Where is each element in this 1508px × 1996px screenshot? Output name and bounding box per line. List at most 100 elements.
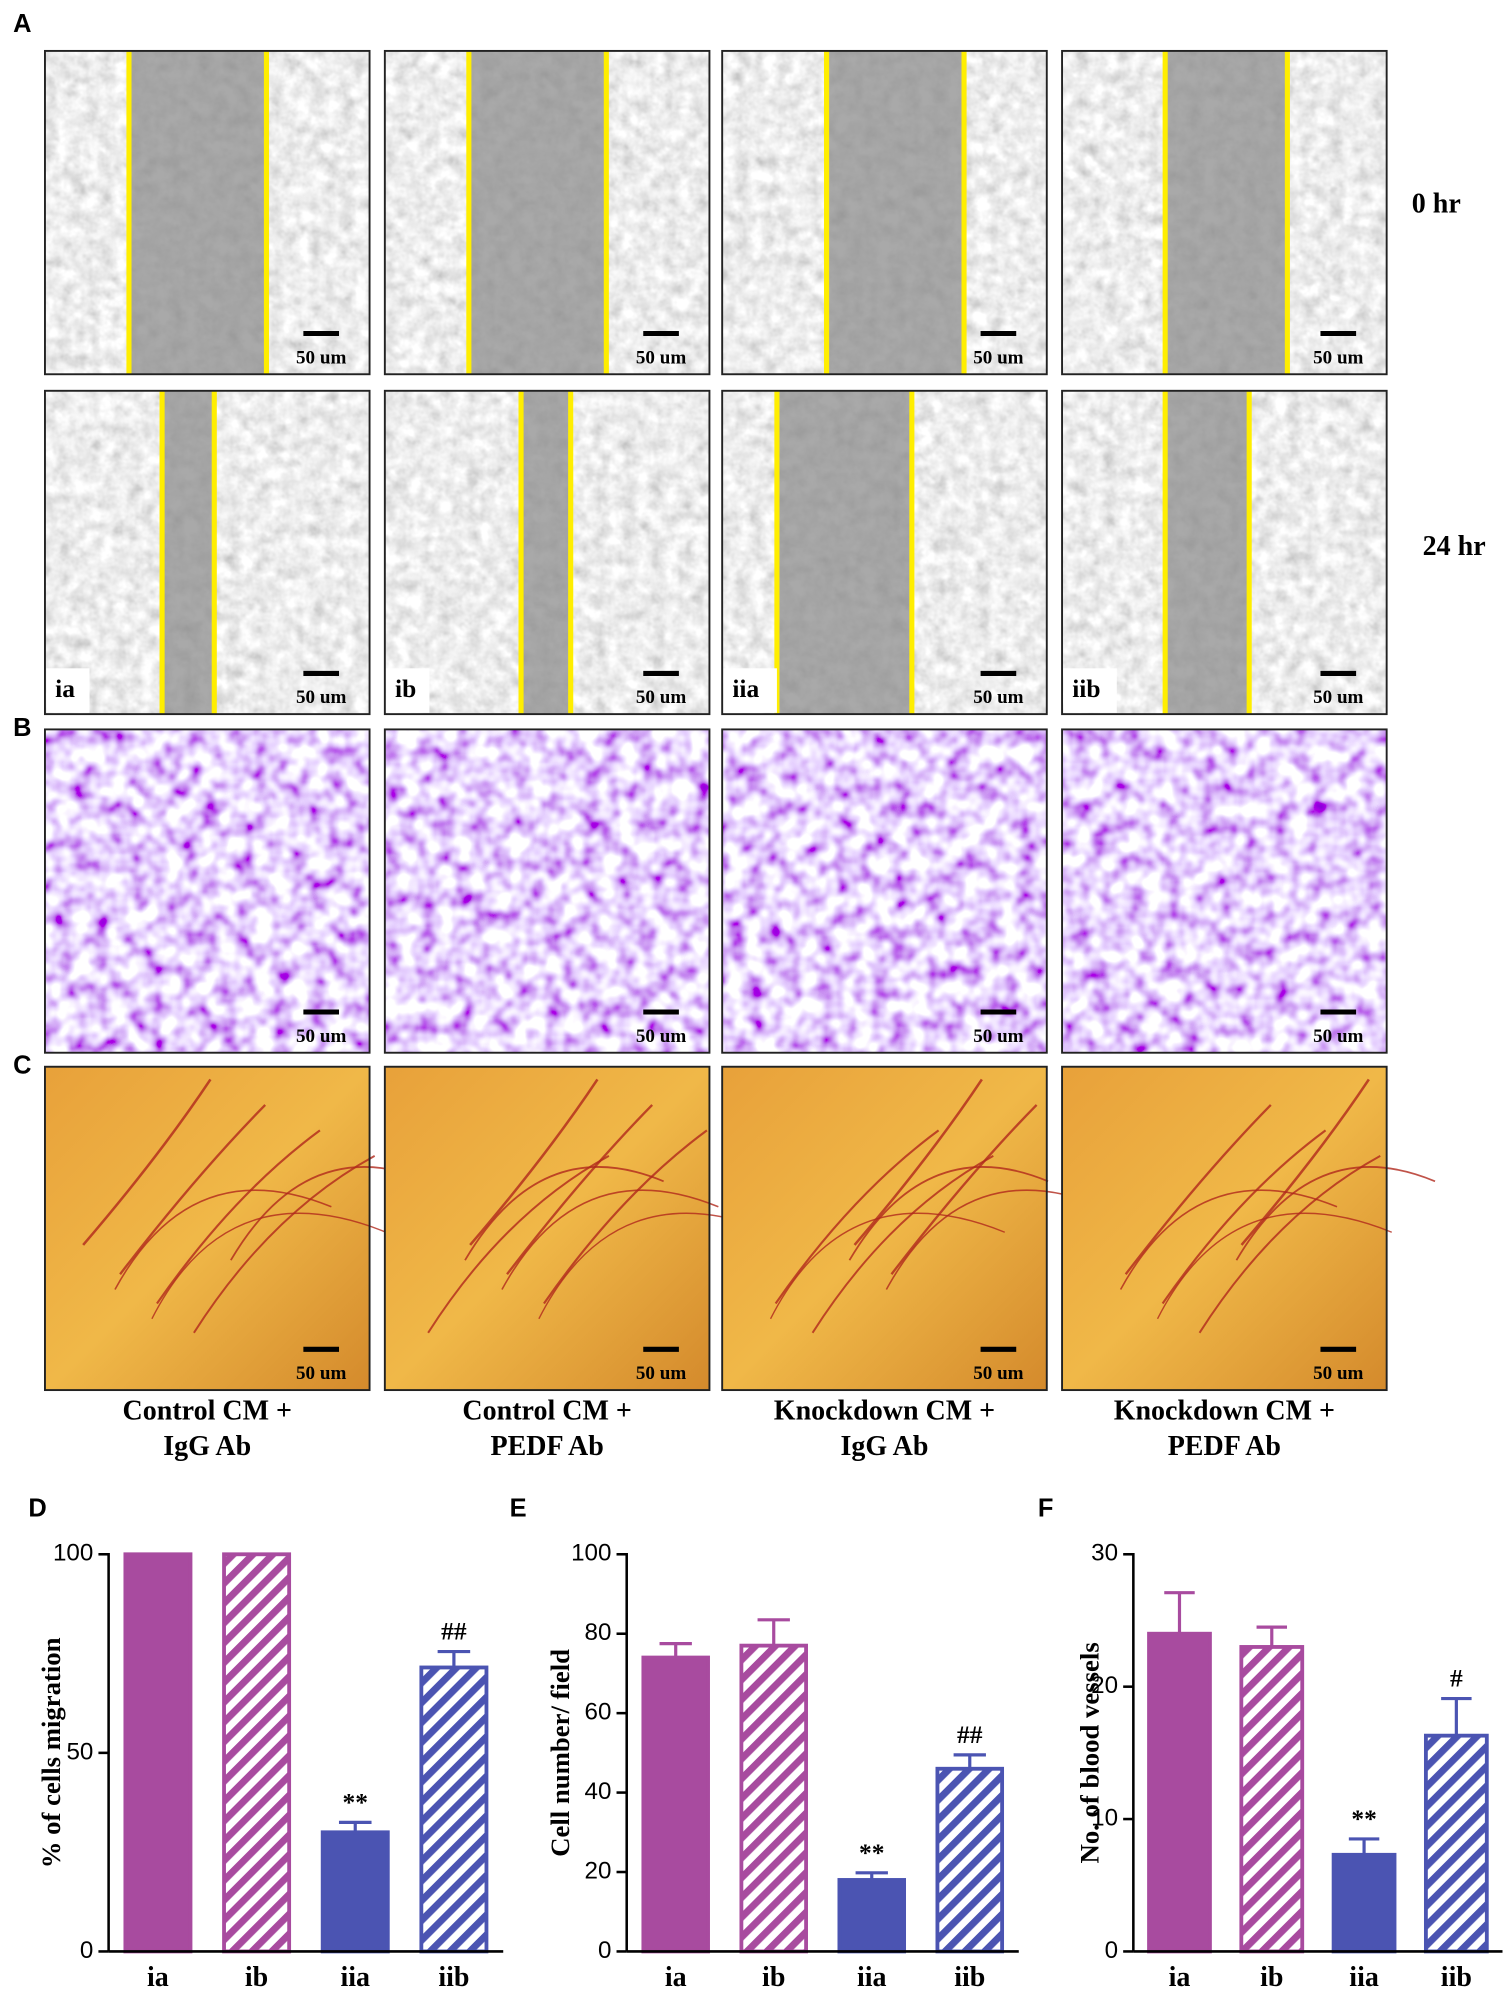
y-tick-label: 0 [1105,1937,1118,1964]
significance: ** [1351,1804,1376,1833]
bar [419,1665,489,1954]
vessel [1235,1166,1436,1261]
micrograph: 50 um [383,49,711,376]
panel-label: B [13,714,31,742]
vessel [501,1189,719,1290]
image-border [383,49,711,376]
image-bg [1062,729,1387,1053]
image-bg [384,729,710,1053]
image-border [383,1065,711,1392]
micrograph: 50 um [44,728,371,1054]
caption: Control CM + [123,1395,292,1426]
y-tick-label: 50 [66,1738,93,1765]
bar [320,1830,390,1954]
significance: # [1450,1664,1463,1693]
significance: ## [441,1617,467,1646]
micrograph: 50 um iia [721,389,1048,716]
panel-label: C [13,1051,31,1079]
panel-label: F [1038,1494,1054,1522]
caption: Knockdown CM + [1114,1395,1335,1426]
vessel [774,1129,940,1305]
vessel [156,1129,321,1305]
label-box [386,668,430,713]
y-tick-label: 80 [585,1619,612,1646]
image-border [383,728,711,1054]
bar [1239,1645,1305,1954]
micrograph: 50 um [383,728,711,1054]
bar [1423,1733,1489,1954]
x-tick-label: ib [245,1962,268,1993]
caption: PEDF Ab [1168,1431,1281,1462]
micrograph: 50 um ia [44,389,371,716]
panel-label: A [13,10,31,38]
scale-bar-label: 50 um [973,1026,1023,1047]
micrograph: 50 um [721,49,1048,376]
x-tick-label: iib [1441,1962,1472,1993]
x-tick-label: ib [762,1962,785,1993]
y-axis-label: % of cells migration [36,1637,66,1868]
y-tick-label: 0 [598,1937,611,1964]
vessel [506,1104,654,1275]
vessel [1198,1154,1381,1334]
y-tick-label: 0 [80,1937,93,1964]
bar [123,1552,193,1954]
image-border [383,389,711,716]
image-border [1061,49,1388,376]
panel-label: E [510,1494,527,1522]
significance: ** [343,1787,368,1816]
vessel [114,1189,332,1290]
wound-gap [162,390,215,715]
image-bg [1062,1066,1387,1391]
vessel [193,1154,376,1334]
vessel [890,1104,1038,1275]
image-border [1061,389,1388,716]
vessel [464,1166,664,1261]
y-tick-label: 40 [585,1778,612,1805]
wound-gap [1165,50,1288,375]
image-bg [722,729,1047,1053]
micrograph: 50 um [44,49,371,376]
x-tick-label: ia [665,1962,687,1993]
scale-bar-label: 50 um [1313,1363,1363,1384]
y-tick-label: 20 [585,1857,612,1884]
panel-label: D [28,1494,46,1522]
scale-bar-label: 50 um [636,1363,686,1384]
caption: Control CM + [462,1395,631,1426]
image-bg [722,1066,1047,1391]
vessel [853,1078,983,1246]
wound-gap [1165,390,1250,715]
y-tick-label: 100 [571,1540,611,1567]
image-border [44,728,371,1054]
label-box [723,668,777,713]
x-tick-label: iia [857,1962,887,1993]
vessel [1124,1104,1272,1275]
x-tick-label: iib [438,1962,469,1993]
vessel [82,1078,212,1246]
image-border [44,1065,371,1392]
time-label: 0 hr [1412,189,1461,220]
x-tick-label: iia [1349,1962,1379,1993]
y-tick-label: 10 [1091,1804,1118,1831]
image-border [44,49,371,376]
scale-bar-label: 50 um [973,347,1023,368]
bar [739,1643,808,1954]
bar [837,1878,907,1954]
scale-bar-label: 50 um [636,347,686,368]
scale-bar-label: 50 um [296,1363,346,1384]
image-bg [44,1066,370,1391]
vessel [1156,1212,1393,1320]
vessel [1161,1129,1327,1305]
image-label: iia [732,674,759,703]
vessel [427,1154,610,1334]
scale-bar-label: 50 um [636,687,686,708]
bar [641,1655,710,1954]
caption: IgG Ab [841,1431,929,1462]
micrograph: 50 um ib [383,389,711,716]
caption: Knockdown CM + [774,1395,995,1426]
vessel [1119,1189,1338,1290]
y-tick-label: 60 [585,1699,612,1726]
caption: PEDF Ab [490,1431,603,1462]
scale-bar-label: 50 um [296,1026,346,1047]
micrograph: 50 um iib [1061,389,1388,716]
wound-gap [468,50,607,375]
